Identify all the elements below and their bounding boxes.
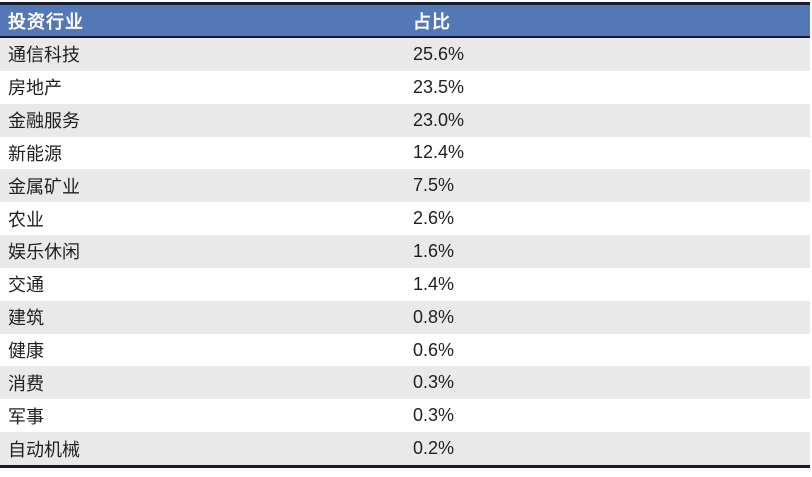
table-row: 金融服务 23.0% bbox=[0, 103, 810, 137]
industry-cell: 金属矿业 bbox=[8, 176, 80, 197]
share-cell: 0.3% bbox=[413, 405, 455, 426]
table-row: 建筑 0.8% bbox=[0, 300, 810, 334]
industry-cell: 健康 bbox=[8, 341, 44, 362]
share-cell: 1.6% bbox=[413, 240, 455, 261]
table-body: 通信科技 25.6% 房地产 23.5% 金融服务 23.0% 新能源 12.4% 金属矿业 7.… bbox=[0, 38, 810, 465]
industry-cell: 消费 bbox=[8, 373, 44, 394]
industry-cell: 交通 bbox=[8, 275, 44, 296]
share-cell: 2.6% bbox=[413, 208, 455, 229]
table-row: 金属矿业 7.5% bbox=[0, 169, 810, 203]
share-cell: 0.8% bbox=[413, 306, 455, 327]
share-cell: 12.4% bbox=[413, 142, 465, 163]
table-row: 新能源 12.4% bbox=[0, 136, 810, 170]
column-header-share: 占比 bbox=[413, 11, 451, 32]
table-row: 健康 0.6% bbox=[0, 333, 810, 367]
industry-cell: 金融服务 bbox=[8, 111, 80, 132]
share-cell: 23.5% bbox=[413, 76, 465, 97]
table-row: 房地产 23.5% bbox=[0, 70, 810, 104]
share-cell: 1.4% bbox=[413, 273, 455, 294]
industry-cell: 新能源 bbox=[8, 143, 62, 164]
share-cell: 0.3% bbox=[413, 372, 455, 393]
table-row: 通信科技 25.6% bbox=[0, 38, 810, 71]
table-bottom-rule bbox=[0, 464, 810, 468]
share-cell: 23.0% bbox=[413, 109, 465, 130]
investment-share-table: 投资行业 占比 通信科技 25.6% 房地产 23.5% 金融服务 23.0% 新能源 12.… bbox=[0, 2, 810, 468]
share-cell: 25.6% bbox=[413, 43, 465, 64]
industry-cell: 房地产 bbox=[8, 78, 62, 99]
table-header-row: 投资行业 占比 bbox=[0, 5, 810, 36]
column-header-industry: 投资行业 bbox=[8, 11, 84, 32]
table-top-rule bbox=[0, 2, 810, 5]
table-row: 农业 2.6% bbox=[0, 202, 810, 236]
industry-cell: 通信科技 bbox=[8, 45, 80, 66]
industry-cell: 娱乐休闲 bbox=[8, 242, 80, 263]
industry-cell: 自动机械 bbox=[8, 439, 80, 460]
share-cell: 0.6% bbox=[413, 339, 455, 360]
industry-cell: 建筑 bbox=[8, 308, 44, 329]
table-header-bottom-rule bbox=[0, 36, 810, 38]
table-row: 军事 0.3% bbox=[0, 399, 810, 433]
table-row: 娱乐休闲 1.6% bbox=[0, 235, 810, 268]
table-row: 消费 0.3% bbox=[0, 366, 810, 400]
table-row: 交通 1.4% bbox=[0, 267, 810, 301]
share-cell: 0.2% bbox=[413, 438, 455, 459]
share-cell: 7.5% bbox=[413, 175, 455, 196]
industry-cell: 军事 bbox=[8, 406, 44, 427]
industry-cell: 农业 bbox=[8, 209, 44, 230]
table-row: 自动机械 0.2% bbox=[0, 432, 810, 465]
